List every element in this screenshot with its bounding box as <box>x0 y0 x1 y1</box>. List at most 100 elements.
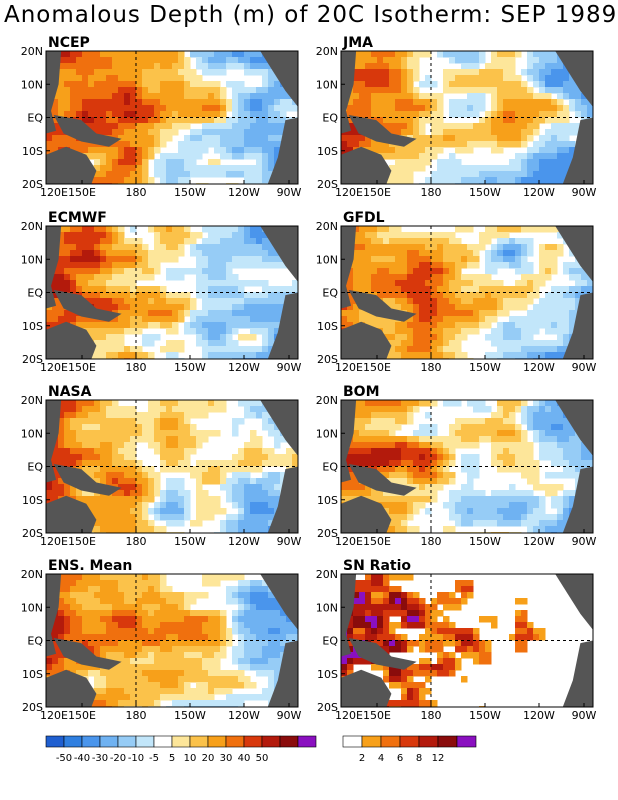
lon-tick-label: 180 <box>125 535 146 548</box>
land-maritime-continent <box>348 114 417 147</box>
lon-tick-label: 150W <box>174 709 206 722</box>
lat-tick-label: 20S <box>317 353 338 366</box>
lon-tick-label: 120W <box>523 361 555 374</box>
land-south-america <box>562 117 593 184</box>
land-australia <box>341 495 392 533</box>
lat-tick-label: 10S <box>22 494 43 507</box>
lon-tick-label: 90W <box>572 709 597 722</box>
lat-tick-label: EQ <box>27 635 43 648</box>
lat-tick-label: 10S <box>22 668 43 681</box>
sn-ratio-colorbar: 2 4 6 8 12 <box>342 735 477 764</box>
colorbar-swatch <box>399 735 420 748</box>
lat-tick-label: 20N <box>21 220 43 233</box>
land-maritime-continent <box>348 289 417 322</box>
colorbar-label: 20 <box>202 753 215 764</box>
lon-tick-label: 120W <box>228 361 260 374</box>
land-central-america <box>555 400 593 456</box>
colorbar-swatch <box>45 735 65 748</box>
anomaly-field <box>46 574 298 707</box>
land-central-america <box>260 226 298 282</box>
lon-tick-label: 90W <box>277 186 302 199</box>
lon-tick-label: 150E <box>363 186 391 199</box>
lat-tick-label: 20N <box>316 220 338 233</box>
land-australia <box>341 669 392 707</box>
lat-tick-label: 20N <box>21 568 43 581</box>
colorbar-swatch <box>153 735 173 748</box>
land-maritime-continent <box>53 463 122 496</box>
lon-tick-label: 180 <box>420 186 441 199</box>
figure-title: Anomalous Depth (m) of 20C Isotherm: SEP… <box>4 2 618 28</box>
colorbar-label: 5 <box>169 753 175 764</box>
lat-tick-label: 10N <box>316 427 338 440</box>
land-asia <box>341 226 357 309</box>
colorbar-swatch <box>171 735 191 748</box>
lat-tick-label: 10N <box>316 601 338 614</box>
lon-tick-label: 120W <box>523 709 555 722</box>
panel-label: ENS. Mean <box>48 558 132 574</box>
colorbar-label: -30 <box>92 753 108 764</box>
colorbar-swatch <box>225 735 245 748</box>
anomaly-field <box>46 226 298 359</box>
land-australia <box>46 495 97 533</box>
land-central-america <box>555 51 593 107</box>
lon-tick-label: 150E <box>363 361 391 374</box>
colorbar-swatch <box>117 735 137 748</box>
colorbar-label: 10 <box>184 753 197 764</box>
lat-tick-label: EQ <box>322 112 338 125</box>
land-south-america <box>267 640 298 707</box>
lat-tick-label: 10S <box>317 320 338 333</box>
lon-tick-label: 180 <box>420 709 441 722</box>
land-south-america <box>267 117 298 184</box>
lon-tick-label: 120W <box>228 709 260 722</box>
lon-tick-label: 90W <box>572 361 597 374</box>
land-south-america <box>267 466 298 533</box>
lon-tick-label: 150W <box>469 186 501 199</box>
lat-tick-label: 10S <box>22 145 43 158</box>
lon-tick-label: 150W <box>469 709 501 722</box>
land-central-america <box>260 400 298 456</box>
anomaly-field <box>341 226 593 359</box>
lat-tick-label: 20S <box>317 527 338 540</box>
land-asia <box>46 226 62 309</box>
anomaly-field <box>341 51 593 184</box>
lon-tick-label: 90W <box>572 186 597 199</box>
anomaly-colorbar: -50 -40 -30 -20 -10 -5 5 10 20 30 40 50 <box>45 735 317 764</box>
land-central-america <box>555 226 593 282</box>
land-maritime-continent <box>348 637 417 670</box>
land-asia <box>341 574 357 657</box>
panel-label: BOM <box>343 384 380 400</box>
colorbar-label: 4 <box>378 753 384 764</box>
lon-tick-label: 180 <box>125 361 146 374</box>
lat-tick-label: EQ <box>322 287 338 300</box>
land-asia <box>341 400 357 483</box>
lat-tick-label: 20N <box>316 568 338 581</box>
anomaly-field <box>341 574 593 707</box>
land-australia <box>341 321 392 359</box>
lat-tick-label: 10N <box>316 253 338 266</box>
colorbar-label: 12 <box>432 753 445 764</box>
colorbar-label: -40 <box>74 753 90 764</box>
anomaly-field <box>341 400 593 533</box>
lon-tick-label: 150E <box>68 535 96 548</box>
lat-tick-label: 20S <box>22 701 43 714</box>
colorbar-label: -10 <box>128 753 144 764</box>
land-central-america <box>260 574 298 630</box>
lon-tick-label: 150E <box>68 186 96 199</box>
lon-tick-label: 180 <box>420 361 441 374</box>
land-asia <box>46 400 62 483</box>
land-south-america <box>267 292 298 359</box>
lat-tick-label: 10S <box>317 494 338 507</box>
lon-tick-label: 120E <box>40 361 68 374</box>
lat-tick-label: EQ <box>322 461 338 474</box>
lon-tick-label: 150W <box>469 361 501 374</box>
lat-tick-label: 10S <box>317 668 338 681</box>
land-central-america <box>555 574 593 630</box>
land-south-america <box>562 466 593 533</box>
anomaly-field <box>46 51 298 184</box>
lat-tick-label: EQ <box>27 112 43 125</box>
panel-label: GFDL <box>343 210 385 226</box>
lat-tick-label: 10N <box>21 78 43 91</box>
